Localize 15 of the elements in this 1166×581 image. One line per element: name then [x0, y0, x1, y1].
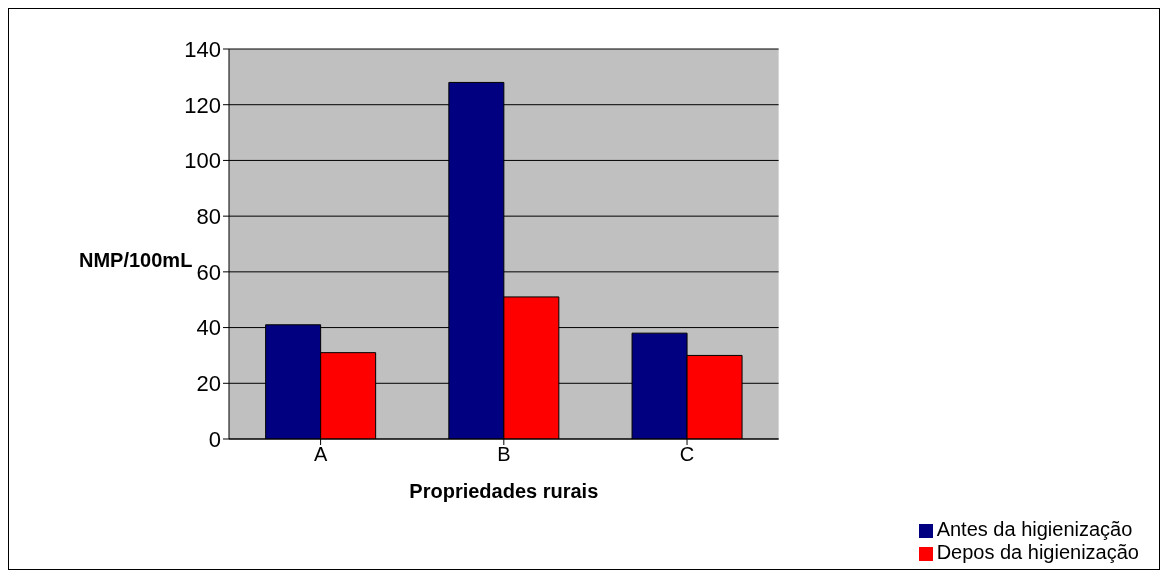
x-tick-label: C	[679, 443, 695, 466]
x-axis-title: Propriedades rurais	[409, 480, 599, 503]
legend-label: Antes da higienização	[936, 518, 1133, 540]
y-tick-label: 0	[208, 426, 221, 452]
x-tick-label: A	[313, 443, 328, 466]
y-tick-label: 20	[196, 371, 221, 397]
y-tick-label: 100	[184, 148, 221, 174]
y-axis-title: NMP/100mL	[79, 249, 193, 272]
y-tick-label: 140	[184, 36, 221, 62]
y-tick-label: 120	[184, 92, 221, 118]
x-tick-label: B	[497, 443, 511, 466]
legend-label: Depos da higienização	[936, 541, 1139, 563]
y-tick-label: 80	[196, 203, 221, 229]
y-tick-label: 40	[196, 315, 221, 341]
y-tick-label: 60	[196, 259, 221, 285]
